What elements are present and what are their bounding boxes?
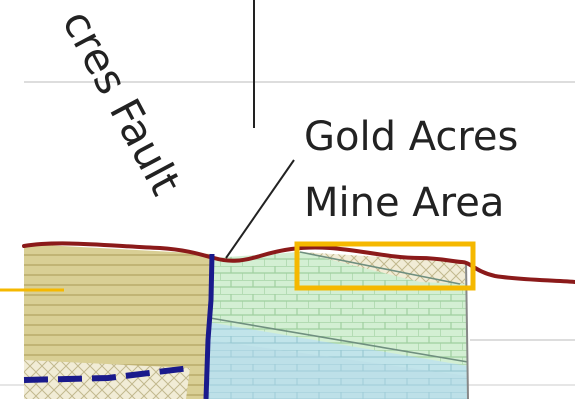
lower-unit-shade bbox=[205, 340, 468, 399]
fault-line bbox=[203, 253, 215, 399]
mine-label-line2: Mine Area bbox=[304, 180, 505, 226]
topography-line bbox=[22, 241, 575, 284]
mine-area-label: Gold Acres Mine Area bbox=[304, 104, 518, 236]
left-stratigraphic-unit bbox=[24, 244, 212, 399]
section-boundary-line bbox=[465, 261, 469, 399]
highlight-box bbox=[294, 241, 476, 291]
contact-line-lower bbox=[209, 317, 469, 363]
leader-line bbox=[225, 159, 295, 259]
contact-line-upper bbox=[299, 251, 461, 285]
mine-label-line1: Gold Acres bbox=[304, 114, 519, 160]
lower-stratigraphic-unit bbox=[205, 322, 468, 399]
dashed-fault-trace bbox=[23, 365, 191, 383]
